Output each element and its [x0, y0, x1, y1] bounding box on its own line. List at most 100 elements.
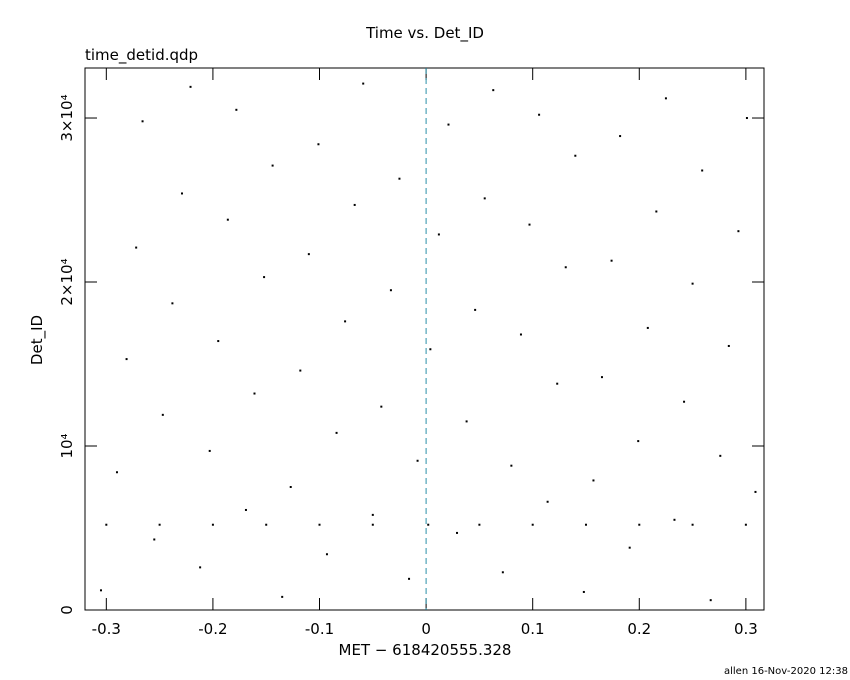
- point: [447, 123, 450, 126]
- point: [389, 289, 392, 292]
- x-tick-label: -0.2: [198, 620, 227, 638]
- point: [371, 523, 374, 526]
- plot-frame: [84, 67, 765, 611]
- point: [600, 376, 603, 379]
- point: [655, 210, 658, 213]
- point: [253, 392, 256, 395]
- point: [584, 523, 587, 526]
- chart-title: Time vs. Det_ID: [365, 24, 484, 43]
- point: [638, 523, 641, 526]
- point: [263, 276, 266, 279]
- y-axis-label: Det_ID: [28, 315, 47, 365]
- point: [556, 382, 559, 385]
- point: [158, 523, 161, 526]
- point: [737, 230, 740, 233]
- point: [362, 82, 365, 85]
- point: [115, 471, 118, 474]
- x-tick-label: 0.2: [627, 620, 651, 638]
- point: [465, 420, 468, 423]
- point: [610, 259, 613, 262]
- x-tick-label: 0.3: [734, 620, 758, 638]
- y-tick-label: 0: [58, 605, 76, 615]
- point: [478, 523, 481, 526]
- x-tick-label: 0: [421, 620, 431, 638]
- x-tick-label: 0.1: [521, 620, 545, 638]
- point: [519, 333, 522, 336]
- x-tick-label: -0.1: [305, 620, 334, 638]
- point: [335, 431, 338, 434]
- point: [211, 523, 214, 526]
- point: [171, 302, 174, 305]
- point: [619, 135, 622, 138]
- chart-subtitle: time_detid.qdp: [85, 46, 198, 65]
- point: [745, 117, 748, 120]
- point: [531, 523, 534, 526]
- point: [628, 546, 631, 549]
- y-tick-label: 3×10⁴: [58, 94, 76, 141]
- point: [181, 192, 183, 195]
- y-tick-label: 2×10⁴: [58, 258, 76, 305]
- point: [691, 523, 694, 526]
- point: [646, 326, 649, 329]
- point: [637, 440, 640, 443]
- point: [691, 282, 694, 285]
- point: [217, 340, 220, 343]
- point: [325, 553, 328, 556]
- point: [528, 223, 531, 226]
- point: [271, 164, 274, 167]
- point: [456, 531, 459, 534]
- point: [380, 405, 383, 408]
- point: [664, 97, 667, 100]
- point: [226, 218, 229, 221]
- point: [744, 523, 747, 526]
- point: [483, 197, 486, 200]
- point: [574, 154, 577, 157]
- point: [709, 599, 712, 602]
- point: [719, 454, 722, 457]
- point: [754, 490, 757, 493]
- point: [492, 89, 495, 92]
- point: [501, 571, 504, 574]
- point: [592, 479, 595, 482]
- point: [416, 459, 419, 462]
- point: [429, 348, 432, 351]
- point: [199, 566, 202, 569]
- point: [427, 523, 430, 526]
- point: [265, 523, 268, 526]
- point: [371, 513, 374, 516]
- point: [318, 523, 321, 526]
- point: [727, 344, 730, 347]
- point: [701, 169, 704, 172]
- point: [189, 85, 192, 88]
- y-tick-label: 10⁴: [58, 433, 76, 458]
- x-axis-label: MET − 618420555.328: [339, 641, 512, 659]
- point: [244, 508, 247, 511]
- point: [398, 177, 401, 180]
- point: [105, 523, 108, 526]
- point: [353, 203, 356, 206]
- point: [510, 464, 513, 467]
- point: [673, 518, 676, 521]
- point: [99, 589, 102, 592]
- point: [474, 308, 477, 311]
- point: [317, 143, 320, 146]
- point: [546, 500, 549, 503]
- point: [141, 120, 144, 123]
- point: [408, 577, 411, 580]
- x-tick-label: -0.3: [92, 620, 121, 638]
- point: [208, 449, 211, 452]
- point: [161, 413, 164, 416]
- point: [299, 369, 302, 372]
- point: [289, 486, 292, 489]
- point: [437, 233, 440, 236]
- point: [582, 590, 585, 593]
- point: [564, 266, 567, 269]
- point: [683, 400, 686, 403]
- point: [281, 595, 284, 598]
- point: [538, 113, 541, 116]
- point: [153, 538, 156, 541]
- point: [235, 108, 238, 111]
- point: [135, 246, 138, 249]
